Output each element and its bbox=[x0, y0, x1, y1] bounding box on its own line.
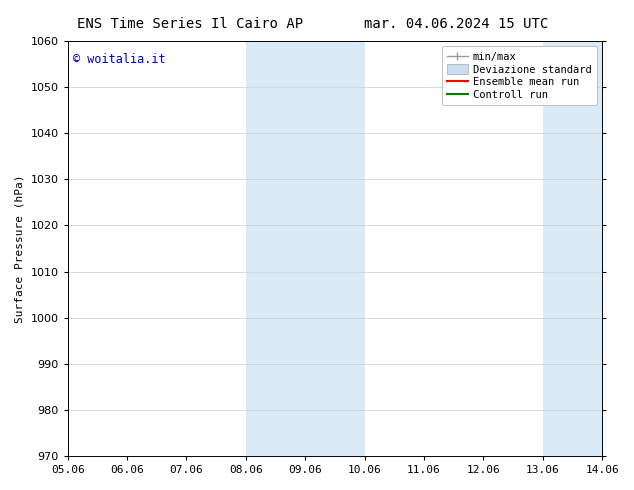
Y-axis label: Surface Pressure (hPa): Surface Pressure (hPa) bbox=[15, 174, 25, 323]
Text: ENS Time Series Il Cairo AP: ENS Time Series Il Cairo AP bbox=[77, 17, 303, 31]
Text: © woitalia.it: © woitalia.it bbox=[73, 53, 165, 67]
Text: mar. 04.06.2024 15 UTC: mar. 04.06.2024 15 UTC bbox=[365, 17, 548, 31]
Bar bbox=[246, 41, 365, 456]
Bar bbox=[543, 41, 602, 456]
Legend: min/max, Deviazione standard, Ensemble mean run, Controll run: min/max, Deviazione standard, Ensemble m… bbox=[442, 46, 597, 105]
